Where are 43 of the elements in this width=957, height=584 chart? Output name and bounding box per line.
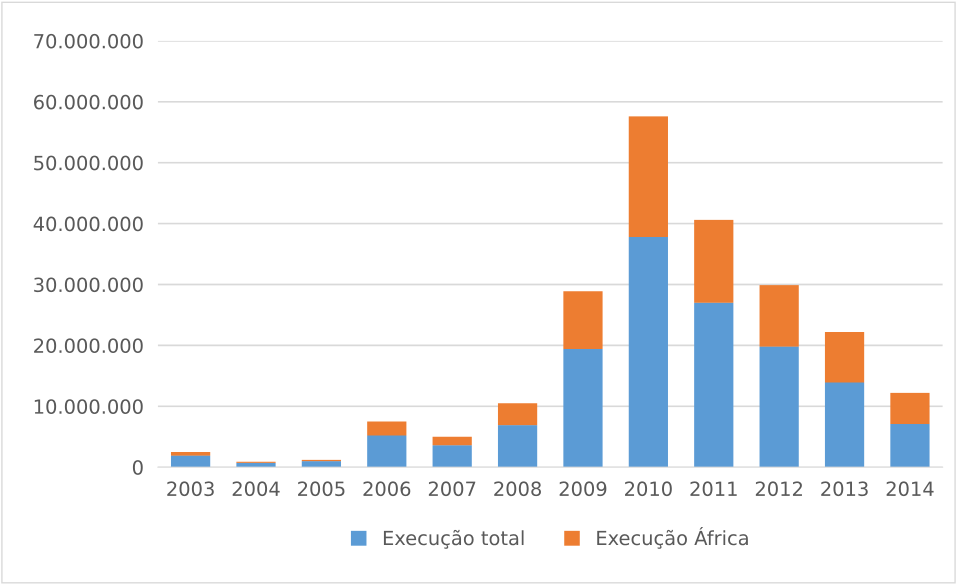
x-tick-label: 2006 xyxy=(363,481,410,496)
y-tick-label: 60.000.000 xyxy=(34,94,143,110)
bar xyxy=(824,382,864,468)
legend-label: Execução África xyxy=(597,527,748,549)
y-tick-label: 40.000.000 xyxy=(34,216,143,232)
x-tick-label: 2011 xyxy=(690,481,737,496)
bar xyxy=(694,302,734,468)
bar xyxy=(367,422,406,436)
bar xyxy=(170,456,210,468)
x-tick-label: 2013 xyxy=(821,481,868,496)
bar xyxy=(563,291,603,350)
bar xyxy=(170,452,210,456)
y-tick-label: 0 xyxy=(132,460,143,475)
x-tick-label: 2003 xyxy=(167,481,214,496)
x-tick-label: 2007 xyxy=(428,481,476,496)
bar xyxy=(302,461,342,468)
bar xyxy=(628,236,668,468)
x-tick-label: 2005 xyxy=(298,481,344,496)
bar xyxy=(367,436,406,468)
x-tick-label: 2004 xyxy=(232,481,280,496)
y-tick-label: 50.000.000 xyxy=(34,156,143,170)
x-tick-label: 2012 xyxy=(756,481,802,496)
y-tick-label: 70.000.000 xyxy=(34,34,143,49)
bar xyxy=(760,285,799,347)
y-tick-label: 10.000.000 xyxy=(34,399,143,414)
bar xyxy=(890,392,930,424)
bar xyxy=(824,332,864,383)
x-tick-label: 2014 xyxy=(886,481,934,496)
bar xyxy=(432,436,472,446)
bar xyxy=(563,349,603,468)
bar xyxy=(628,116,668,237)
x-tick-label: 2009 xyxy=(560,481,606,496)
x-tick-label: 2008 xyxy=(494,481,541,496)
bar xyxy=(498,425,538,468)
x-tick-label: 2010 xyxy=(625,481,672,496)
bar xyxy=(760,346,799,468)
y-tick-label: 20.000.000 xyxy=(34,338,143,354)
bar xyxy=(498,403,538,426)
bar xyxy=(890,424,930,468)
bar xyxy=(694,220,734,303)
bar xyxy=(432,445,472,468)
legend-label: Execução total xyxy=(384,530,524,549)
y-tick-label: 30.000.000 xyxy=(34,277,143,292)
